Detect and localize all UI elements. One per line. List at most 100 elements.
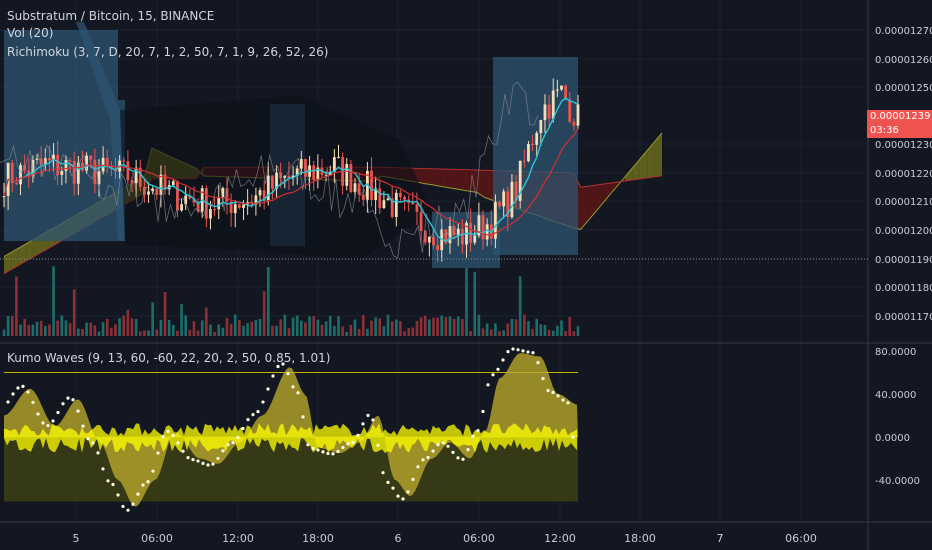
wave-dot bbox=[331, 452, 335, 456]
volume-bar bbox=[390, 321, 394, 336]
candle-body bbox=[312, 165, 316, 181]
osc-tick-label: -40.0000 bbox=[875, 476, 920, 487]
wave-dot bbox=[36, 412, 40, 416]
candle-body bbox=[130, 180, 134, 184]
candle-body bbox=[151, 188, 155, 192]
candle-body bbox=[60, 171, 64, 175]
volume-bar bbox=[167, 319, 171, 336]
candle-body bbox=[213, 209, 217, 211]
wave-dot bbox=[356, 433, 360, 437]
candle-body bbox=[304, 159, 307, 177]
countdown-label: 03:36 bbox=[867, 124, 932, 138]
wave-dots bbox=[6, 347, 575, 512]
wave-dot bbox=[106, 479, 110, 483]
candle-body bbox=[237, 204, 241, 208]
candle-body bbox=[171, 181, 175, 186]
candle-body bbox=[370, 170, 373, 201]
wave-dot bbox=[181, 449, 185, 453]
cloud-segment bbox=[602, 183, 611, 204]
candle-body bbox=[473, 235, 477, 243]
volume-bar bbox=[196, 330, 200, 336]
volume-legend[interactable]: Vol (20) bbox=[7, 26, 54, 40]
volume-bar bbox=[155, 329, 159, 336]
wave-dot bbox=[346, 442, 350, 446]
wave-dot bbox=[246, 417, 250, 422]
volume-bar bbox=[89, 322, 93, 336]
osc-tick-label: 40.0000 bbox=[875, 390, 916, 401]
candle-body bbox=[295, 168, 299, 176]
volume-bar bbox=[118, 318, 121, 336]
volume-bar bbox=[328, 315, 332, 336]
wave-dot bbox=[446, 444, 450, 448]
ichimoku-legend[interactable]: Richimoku (3, 7, D, 20, 7, 1, 2, 50, 7, … bbox=[7, 45, 329, 59]
volume-bar bbox=[353, 319, 357, 336]
candle-body bbox=[64, 160, 68, 172]
candle-body bbox=[419, 211, 423, 231]
candle-body bbox=[560, 85, 563, 90]
wave-dot bbox=[316, 448, 320, 452]
volume-bar bbox=[6, 315, 10, 336]
volume-bar bbox=[370, 320, 373, 336]
volume-bar bbox=[35, 321, 39, 336]
volume-bar bbox=[242, 325, 245, 336]
price-tick-label: 0.00001260 bbox=[875, 55, 932, 66]
volume-bar bbox=[31, 324, 35, 336]
wave-dot bbox=[86, 437, 90, 441]
volume-bar bbox=[481, 328, 485, 336]
wave-dot bbox=[61, 402, 65, 406]
cloud-segment bbox=[462, 169, 470, 192]
wave-dot bbox=[491, 373, 495, 377]
wave-dot bbox=[321, 450, 325, 454]
candle-body bbox=[225, 188, 229, 202]
cloud-segment bbox=[425, 168, 433, 185]
volume-bar bbox=[502, 330, 505, 336]
volume-bar bbox=[246, 323, 249, 336]
volume-bar bbox=[287, 328, 291, 336]
wave-dot bbox=[221, 449, 225, 453]
cloud-segment bbox=[447, 169, 455, 189]
candle-body bbox=[399, 192, 402, 197]
volume-bar bbox=[77, 328, 80, 336]
candle-body bbox=[39, 158, 43, 165]
wave-dot bbox=[336, 449, 340, 454]
candle-body bbox=[159, 174, 163, 195]
volume-bar bbox=[539, 324, 543, 336]
candle-body bbox=[134, 167, 138, 184]
symbol-legend[interactable]: Substratum / Bitcoin, 15, BINANCE bbox=[7, 9, 215, 23]
candle-body bbox=[229, 201, 233, 214]
wave-dot bbox=[101, 467, 105, 471]
cloud-segment bbox=[654, 133, 662, 177]
volume-bar bbox=[312, 316, 316, 336]
wave-dot bbox=[161, 435, 165, 439]
volume-bar bbox=[134, 318, 138, 336]
volume-bar bbox=[461, 319, 464, 336]
volume-bar bbox=[527, 321, 530, 336]
wave-dot bbox=[171, 433, 175, 438]
candle-body bbox=[514, 181, 518, 201]
candle-body bbox=[386, 198, 390, 201]
kumo-jag-band bbox=[4, 423, 577, 453]
time-tick-label: 5 bbox=[73, 532, 80, 545]
wave-dot bbox=[341, 445, 345, 450]
candle-body bbox=[328, 171, 332, 175]
candle-body bbox=[68, 160, 72, 162]
volume-bar bbox=[320, 324, 324, 336]
wave-dot bbox=[401, 497, 405, 501]
wave-dot bbox=[261, 400, 265, 404]
kumo-waves-legend[interactable]: Kumo Waves (9, 13, 60, -60, 22, 20, 2, 5… bbox=[7, 351, 331, 365]
cloud-segment bbox=[432, 168, 441, 187]
volume-bar bbox=[432, 317, 435, 336]
volume-bar bbox=[399, 321, 402, 336]
volume-bar bbox=[52, 266, 55, 336]
wave-dot bbox=[11, 392, 15, 396]
volume-bar bbox=[10, 316, 14, 336]
cloud-segment bbox=[647, 141, 655, 178]
volume-bar bbox=[147, 330, 150, 336]
candle-body bbox=[576, 104, 580, 126]
volume-bar bbox=[60, 315, 64, 336]
time-tick-label: 7 bbox=[717, 532, 724, 545]
volume-bar bbox=[452, 318, 456, 336]
volume-bar bbox=[324, 321, 328, 336]
